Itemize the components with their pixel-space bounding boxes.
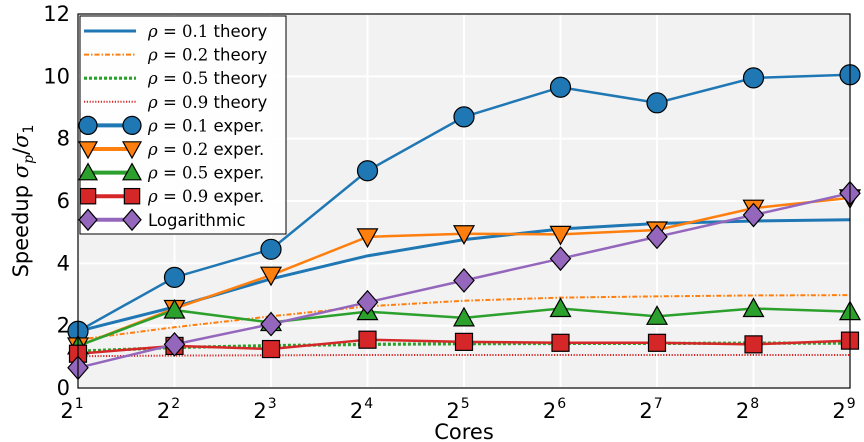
x-tick-label: 25 bbox=[446, 396, 469, 423]
data-point-logarithmic bbox=[742, 202, 765, 228]
data-point-rho-0-5-exper bbox=[452, 306, 476, 327]
data-point-logarithmic bbox=[646, 224, 668, 250]
data-point-logarithmic bbox=[356, 289, 379, 315]
data-point-rho-0-1-exper bbox=[260, 238, 282, 260]
y-tick-label: 2 bbox=[57, 314, 70, 338]
legend-label-rho-0-1-exper: ρ = 0.1 exper. bbox=[147, 116, 264, 135]
legend-label-rho-0-2-exper: ρ = 0.2 exper. bbox=[147, 140, 264, 159]
data-point-rho-0-5-exper bbox=[163, 298, 186, 319]
legend-marker-logarithmic bbox=[122, 208, 142, 232]
y-tick-label: 12 bbox=[43, 2, 70, 26]
y-tick-label: 8 bbox=[57, 127, 70, 151]
series-line-rho-0-2-theory bbox=[78, 294, 850, 341]
data-point-rho-0-2-exper bbox=[259, 266, 283, 287]
data-point-rho-0-1-exper bbox=[163, 266, 186, 288]
legend-marker-rho-0-2-exper bbox=[121, 141, 143, 160]
y-tick-label: 6 bbox=[57, 189, 70, 213]
plot-frame bbox=[77, 13, 851, 389]
legend-label-rho-0-5-exper: ρ = 0.5 exper. bbox=[147, 164, 264, 183]
legend-marker-rho-0-1-exper bbox=[122, 115, 142, 136]
legend-marker-rho-0-2-exper bbox=[77, 141, 99, 160]
legend-marker-rho-0-5-exper bbox=[121, 162, 143, 181]
data-point-rho-0-1-exper bbox=[742, 67, 765, 89]
x-tick-label: 28 bbox=[736, 396, 759, 423]
x-axis-label: Cores bbox=[434, 420, 494, 442]
data-point-rho-0-1-exper bbox=[549, 76, 572, 98]
data-point-rho-0-9-exper bbox=[454, 332, 474, 351]
legend-label-rho-0-9-theory: ρ = 0.9 theory bbox=[147, 93, 267, 112]
y-tick-label: 4 bbox=[57, 251, 70, 275]
legend-marker-rho-0-5-exper bbox=[77, 162, 99, 181]
legend-marker-rho-0-9-exper bbox=[79, 187, 97, 205]
y-axis-label: Speedup σp/σ1 bbox=[9, 125, 37, 278]
data-point-logarithmic bbox=[260, 311, 282, 337]
legend-label-rho-0-2-theory: ρ = 0.2 theory bbox=[147, 46, 267, 65]
data-point-rho-0-9-exper bbox=[261, 339, 281, 359]
legend-label-rho-0-5-theory: ρ = 0.5 theory bbox=[147, 69, 267, 88]
data-point-logarithmic bbox=[163, 331, 186, 357]
data-point-rho-0-9-exper bbox=[647, 333, 667, 352]
data-point-rho-0-9-exper bbox=[744, 335, 763, 354]
y-tick-label: 10 bbox=[43, 64, 70, 88]
marker-group bbox=[66, 64, 862, 381]
data-point-rho-0-1-exper bbox=[646, 92, 668, 114]
x-tick-label: 29 bbox=[832, 396, 855, 423]
data-point-rho-0-2-exper bbox=[549, 225, 572, 246]
legend: ρ = 0.1 theory ρ = 0.2 theory ρ = 0.5 theo… bbox=[77, 15, 287, 235]
data-point-rho-0-2-exper bbox=[452, 225, 476, 245]
data-point-rho-0-9-exper bbox=[358, 330, 377, 349]
data-point-rho-0-5-exper bbox=[742, 297, 765, 318]
legend-label-rho-0-1-theory: ρ = 0.1 theory bbox=[147, 22, 267, 41]
legend-marker-logarithmic bbox=[78, 208, 98, 232]
data-point-rho-0-5-exper bbox=[549, 297, 572, 318]
data-point-logarithmic bbox=[549, 246, 572, 272]
data-point-rho-0-1-exper bbox=[356, 160, 379, 182]
x-tick-label: 23 bbox=[253, 396, 276, 423]
y-tick-label: 0 bbox=[57, 376, 70, 400]
data-point-rho-0-5-exper bbox=[645, 305, 669, 325]
x-tick-label: 22 bbox=[157, 396, 180, 423]
legend-label-logarithmic: Logarithmic bbox=[148, 211, 246, 230]
legend-marker-rho-0-9-exper bbox=[123, 187, 141, 205]
legend-marker-rho-0-1-exper bbox=[78, 115, 98, 136]
data-point-rho-0-2-exper bbox=[356, 228, 379, 249]
data-point-rho-0-9-exper bbox=[551, 333, 570, 352]
x-tick-label: 24 bbox=[350, 396, 373, 423]
x-tick-label: 26 bbox=[543, 396, 566, 423]
data-point-rho-0-1-exper bbox=[453, 106, 475, 128]
x-tick-label: 27 bbox=[639, 396, 662, 423]
legend-label-rho-0-9-exper: ρ = 0.9 exper. bbox=[147, 187, 264, 206]
data-point-logarithmic bbox=[453, 268, 475, 293]
x-tick-label: 21 bbox=[60, 396, 83, 423]
